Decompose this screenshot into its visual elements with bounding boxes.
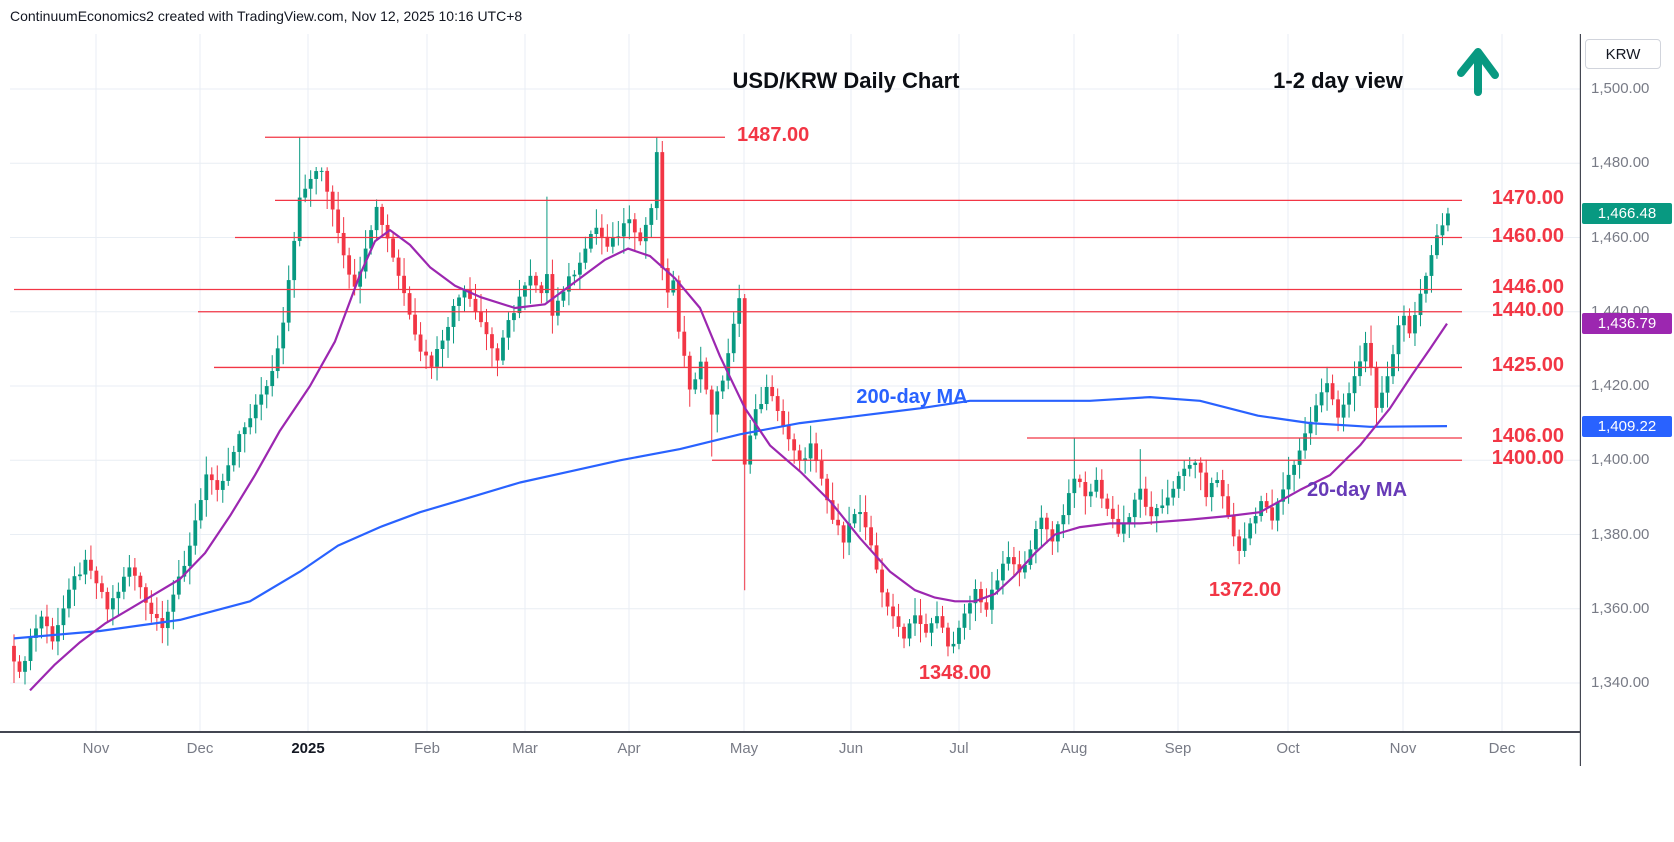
price-tick-label: 1,500.00 [1591,80,1650,97]
footer: TradingView [0,768,1674,842]
time-tick-label: Feb [414,740,440,757]
time-tick-label: 2025 [291,740,325,757]
price-tick-label: 1,400.00 [1591,451,1650,469]
ma20-line [29,229,1448,692]
chart-title: USD/KRW Daily Chart [732,68,960,93]
ma200-label: 200-day MA [856,386,968,408]
ma200-value-badge: 1,409.22 [1582,415,1672,437]
time-tick-label: Nov [82,740,110,757]
price-annotation: 1372.00 [1208,579,1282,601]
time-tick-label: Sep [1164,740,1192,757]
candles [12,137,1450,685]
price-tick-label: 1,480.00 [1591,154,1650,172]
view-note: 1-2 day view [1273,68,1403,93]
ma20-label: 20-day MA [1306,479,1408,501]
time-tick-label: Dec [186,740,214,757]
price-tick-label: 1,360.00 [1591,599,1650,617]
price-tick-label: 1,340.00 [1591,674,1650,691]
time-tick-label: Mar [512,740,538,757]
level-label: 1446.00 [1491,276,1564,299]
currency-button[interactable]: KRW [1585,39,1661,69]
ma200-line [13,396,1448,640]
price-annotation: 1348.00 [918,662,992,684]
time-tick-label: Aug [1060,740,1088,757]
time-tick-label: Dec [1488,740,1516,757]
level-label: 1487.00 [737,124,810,146]
time-tick-label: Nov [1389,740,1417,757]
price-tick-label: 1,460.00 [1591,228,1650,246]
time-tick-label: Jun [838,740,864,757]
header-credit: ContinuumEconomics2 created with Trading… [10,8,523,24]
level-label: 1406.00 [1491,424,1564,447]
level-label: 1470.00 [1491,187,1564,210]
last-price-badge: 1,466.48 [1582,202,1672,224]
level-label: 1440.00 [1491,298,1564,321]
price-tick-label: 1,420.00 [1591,377,1650,394]
time-axis[interactable]: Nov Dec 2025 Feb Mar Apr May Jun Jul Aug Sep Oct Nov… [0,733,1580,765]
time-tick-label: Jul [949,740,969,757]
time-tick-label: Oct [1276,740,1300,757]
level-label: 1400.00 [1491,447,1564,470]
ma20-value-badge: 1,436.79 [1582,313,1672,335]
level-label: 1425.00 [1491,354,1564,377]
level-label: 1460.00 [1491,224,1564,247]
key-levels [14,136,1462,461]
time-tick-label: May [729,740,759,757]
price-axis[interactable]: KRW 1,500.00 1,480.00 1,460.00 1,440.00 1,42… [1581,0,1674,766]
price-tick-label: 1,380.00 [1591,525,1650,543]
time-tick-label: Apr [617,740,641,757]
up-arrow-icon [1457,48,1499,96]
